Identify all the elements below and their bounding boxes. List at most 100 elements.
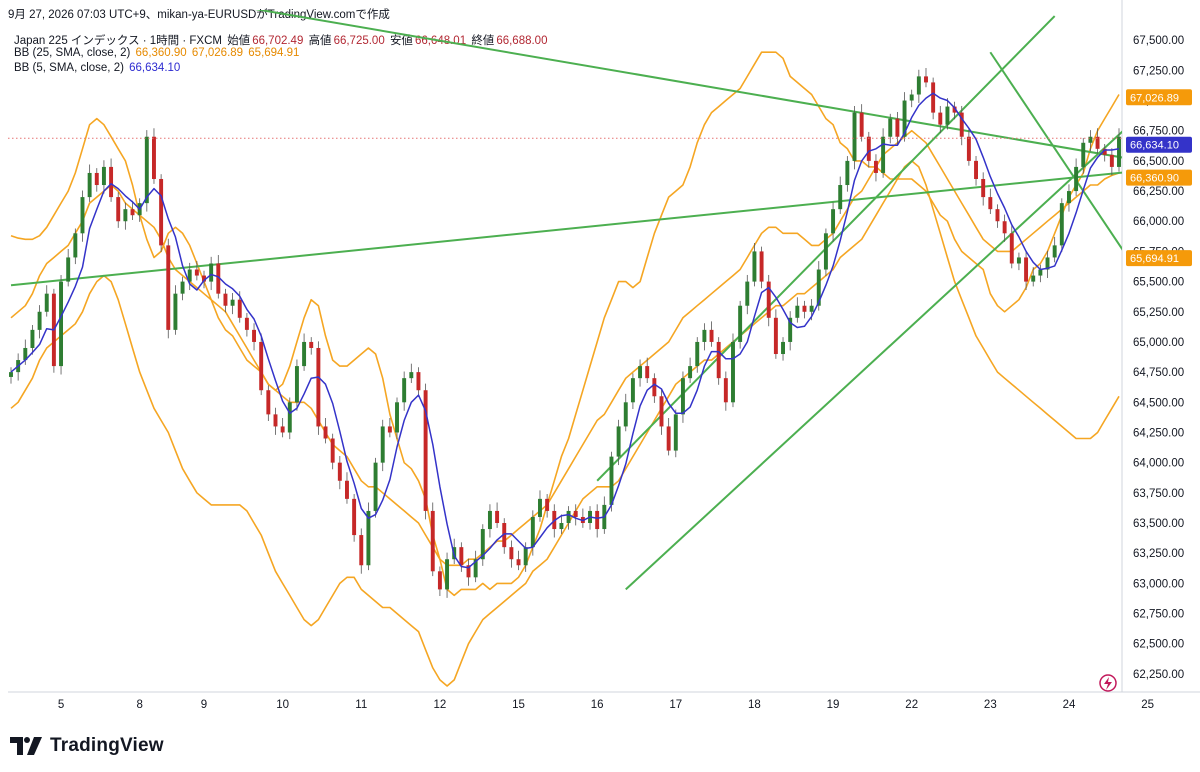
candle-body xyxy=(409,372,414,379)
candle-body xyxy=(495,510,500,524)
candle-body xyxy=(766,281,771,318)
candle-body xyxy=(688,366,693,379)
candle-body xyxy=(959,112,964,137)
trend-line[interactable] xyxy=(989,51,1200,458)
x-tick-label: 9 xyxy=(201,699,207,711)
candle-body xyxy=(101,166,106,186)
candle-body xyxy=(302,341,307,367)
candle-body xyxy=(216,263,221,294)
legend-open-value: 66,702.49 xyxy=(252,35,304,47)
candle-body xyxy=(1016,257,1021,264)
candle-body xyxy=(945,106,950,125)
candle-body xyxy=(952,106,957,113)
candle-body xyxy=(194,269,199,276)
candle-body xyxy=(609,456,614,505)
candle-body xyxy=(509,547,514,560)
candle-body xyxy=(345,480,349,499)
legend-open-label: 始値 xyxy=(227,35,251,47)
candle-body xyxy=(387,426,392,433)
x-tick-label: 5 xyxy=(58,699,64,711)
candle-body xyxy=(873,160,878,173)
candle-body xyxy=(924,76,928,83)
candle-body xyxy=(237,299,242,318)
x-tick-label: 19 xyxy=(827,699,840,711)
y-tick-label: 66,000.00 xyxy=(1133,216,1184,228)
x-tick-label: 25 xyxy=(1141,699,1154,711)
y-tick-label: 66,750.00 xyxy=(1133,126,1184,138)
y-tick-label: 64,000.00 xyxy=(1133,458,1184,470)
candle-body xyxy=(1081,142,1086,167)
candle-body xyxy=(845,160,850,186)
candle-body xyxy=(645,366,650,379)
candle-body xyxy=(30,329,35,348)
trend-line[interactable] xyxy=(625,16,1200,591)
candle-body xyxy=(130,209,135,216)
candle-body xyxy=(123,209,128,222)
candle-body xyxy=(109,166,114,198)
bb25-upper-band xyxy=(10,51,1120,597)
candle-body xyxy=(187,269,192,282)
legend-close-label: 終値 xyxy=(471,35,495,47)
candle-body xyxy=(995,209,1000,222)
candle-body xyxy=(316,347,321,427)
candle-body xyxy=(1024,257,1029,282)
candle-body xyxy=(931,82,936,113)
candle-body xyxy=(731,341,735,403)
y-tick-label: 66,250.00 xyxy=(1133,186,1184,198)
candle-body xyxy=(630,378,635,403)
x-tick-label: 22 xyxy=(905,699,918,711)
candle-body xyxy=(823,233,828,270)
candle-body xyxy=(473,559,478,578)
candle-body xyxy=(80,197,85,234)
candle-body xyxy=(395,402,399,433)
candle-body xyxy=(1066,191,1071,204)
candle-body xyxy=(294,366,299,403)
price-marker xyxy=(1126,136,1192,153)
candle-body xyxy=(273,414,278,427)
x-tick-label: 10 xyxy=(276,699,289,711)
x-tick-label: 11 xyxy=(355,699,367,711)
candle-body xyxy=(159,178,164,246)
candle-body xyxy=(566,510,571,524)
bb25-middle-band xyxy=(10,129,1120,567)
candle-body xyxy=(223,293,228,306)
candle-body xyxy=(709,329,714,342)
candle-body xyxy=(866,136,871,161)
legend-symbol: Japan 225 インデックス · 1時間 · FXCM xyxy=(14,35,222,47)
candle-body xyxy=(859,112,864,137)
candle-body xyxy=(538,498,542,517)
y-tick-label: 65,250.00 xyxy=(1133,307,1184,319)
price-marker-label: 67,026.89 xyxy=(1130,92,1179,104)
candle-body xyxy=(380,426,385,463)
candle-body xyxy=(545,498,550,511)
candle-body xyxy=(1117,136,1121,167)
y-tick-label: 65,500.00 xyxy=(1133,277,1184,289)
legend-bb5-name: BB (5, SMA, close, 2) xyxy=(14,62,124,74)
x-tick-label: 17 xyxy=(669,699,682,711)
candle-body xyxy=(573,510,578,517)
candle-body xyxy=(330,438,335,463)
price-marker-label: 65,694.91 xyxy=(1130,253,1179,265)
candle-body xyxy=(773,317,778,355)
candle-body xyxy=(280,426,285,433)
candle-body xyxy=(337,462,342,481)
candle-body xyxy=(1009,233,1014,264)
candle-body xyxy=(745,281,750,306)
candle-body xyxy=(87,172,92,198)
flash-icon[interactable] xyxy=(1099,674,1117,692)
y-tick-label: 63,750.00 xyxy=(1133,488,1184,500)
candle-body xyxy=(423,390,428,511)
legend-bb25-row[interactable]: BB (25, SMA, close, 2) 66,360.90 67,026.… xyxy=(14,47,301,59)
tradingview-logo[interactable]: TradingView xyxy=(10,735,164,757)
candle-body xyxy=(9,372,13,377)
x-tick-label: 12 xyxy=(434,699,447,711)
y-tick-label: 62,250.00 xyxy=(1133,669,1184,681)
candle-body xyxy=(916,76,921,95)
y-tick-label: 63,250.00 xyxy=(1133,548,1184,560)
y-tick-label: 64,500.00 xyxy=(1133,397,1184,409)
trend-line[interactable] xyxy=(225,4,1200,181)
candle-body xyxy=(487,510,492,530)
candle-body xyxy=(881,136,886,173)
legend-bb5-row[interactable]: BB (5, SMA, close, 2) 66,634.10 xyxy=(14,62,182,74)
